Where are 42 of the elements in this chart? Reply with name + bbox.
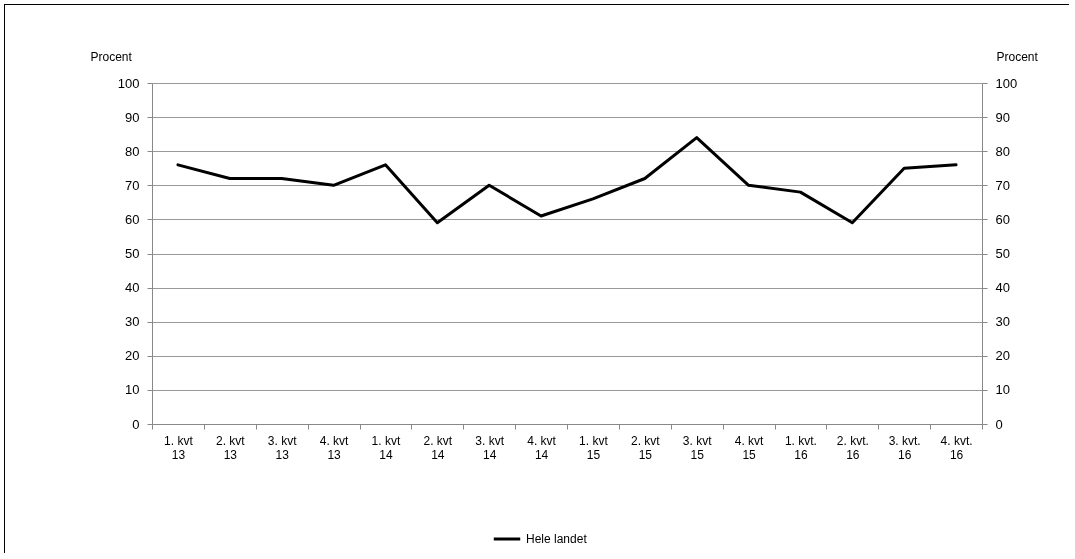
- y-tick-label: 50: [125, 246, 140, 261]
- x-tick-label: 2. kvt. 16: [836, 433, 869, 462]
- x-tick-label: 1. kvt. 16: [784, 433, 817, 462]
- x-tick-label: 1. kvt 15: [579, 433, 609, 462]
- x-tick-label: 4. kvt 13: [319, 433, 350, 462]
- y2-tick-label: 70: [995, 177, 1010, 193]
- y2-axis-title: Procent: [996, 49, 1039, 64]
- y-tick-label: 100: [117, 75, 140, 91]
- x-tick-label: 4. kvt 14: [527, 433, 557, 462]
- x-tick-label: 2. kvt 15: [630, 433, 661, 462]
- legend-label: Hele landet: [526, 532, 588, 546]
- x-tick-label: 3. kvt 13: [267, 433, 298, 462]
- y2-tick-label: 90: [995, 109, 1010, 125]
- x-tick-label: 3. kvt. 16: [888, 433, 921, 462]
- y2-tick-label: 50: [995, 246, 1010, 261]
- y2-tick-label: 20: [995, 348, 1010, 364]
- x-tick-label: 3. kvt 15: [682, 433, 713, 462]
- y2-tick-label: 0: [995, 416, 1003, 432]
- x-tick-label: 1. kvt 13: [164, 433, 194, 462]
- y-tick-label: 60: [125, 211, 140, 227]
- y2-tick-label: 100: [995, 75, 1018, 91]
- x-tick-label: 3. kvt 14: [475, 433, 505, 462]
- x-tick-label: 4. kvt. 16: [940, 433, 973, 462]
- y2-tick-label: 60: [995, 211, 1010, 227]
- y-tick-label: 20: [125, 348, 140, 364]
- x-tick-label: 2. kvt 14: [423, 433, 453, 462]
- y-tick-label: 40: [125, 280, 140, 296]
- x-tick-label: 4. kvt 15: [734, 433, 765, 462]
- y-tick-label: 10: [125, 382, 140, 398]
- y-tick-label: 0: [132, 416, 140, 432]
- y-tick-label: 30: [125, 314, 140, 330]
- y-tick-label: 90: [125, 109, 140, 125]
- y2-tick-label: 80: [995, 143, 1010, 159]
- y2-tick-label: 10: [995, 382, 1010, 398]
- y2-tick-label: 40: [995, 280, 1010, 296]
- y-tick-label: 70: [125, 177, 140, 193]
- y-axis-title: Procent: [90, 49, 133, 64]
- x-tick-label: 1. kvt 14: [371, 433, 401, 462]
- x-tick-label: 2. kvt 13: [215, 433, 246, 462]
- y-tick-label: 80: [125, 143, 140, 159]
- y2-tick-label: 30: [995, 314, 1010, 330]
- line-series: [176, 136, 958, 225]
